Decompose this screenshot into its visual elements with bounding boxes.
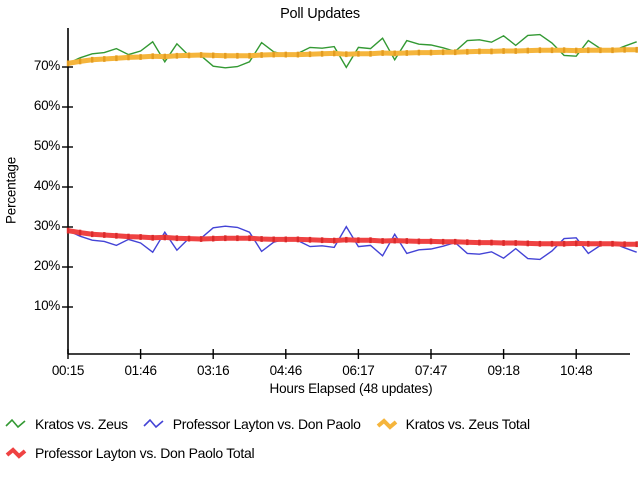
legend-item-kratos-vs-zeus: Kratos vs. Zeus [4,416,128,432]
legend-item-layton-vs-paolo: Professor Layton vs. Don Paolo [142,416,361,432]
ytick-label: 20% [33,258,60,273]
xtick-label: 10:48 [560,363,593,378]
legend-item-kratos-vs-zeus-total: Kratos vs. Zeus Total [375,416,530,432]
legend-item-layton-vs-paolo-total: Professor Layton vs. Don Paolo Total [4,445,255,461]
series-line-icon [376,418,397,430]
series-line-icon [5,418,26,429]
ytick-label: 70% [33,58,60,73]
legend-label: Professor Layton vs. Don Paolo Total [35,445,255,461]
xtick-label: 09:18 [487,363,520,378]
legend-row: Kratos vs. Zeus Professor Layton vs. Don… [4,413,636,435]
chart-legend: Kratos vs. Zeus Professor Layton vs. Don… [4,413,636,471]
xtick-label: 03:16 [197,363,230,378]
ytick-label: 60% [33,98,60,113]
xtick-label: 00:15 [51,363,85,378]
xtick-label: 06:17 [342,363,375,378]
series-line-icon [143,418,164,429]
ytick-label: 10% [33,298,60,313]
ytick-label: 40% [33,178,60,193]
ytick-label: 30% [33,218,60,233]
legend-label: Kratos vs. Zeus [35,416,128,432]
x-axis-label: Hours Elapsed (48 updates) [269,381,433,396]
legend-row: Professor Layton vs. Don Paolo Total [4,442,636,464]
series-line-icon [5,447,27,459]
legend-label: Professor Layton vs. Don Paolo [172,416,361,432]
xtick-label: 01:46 [124,363,157,378]
legend-label: Kratos vs. Zeus Total [405,416,530,432]
ytick-label: 50% [33,138,60,153]
chart-title: Poll Updates [280,6,360,22]
xtick-label: 04:46 [269,363,303,378]
xtick-label: 07:47 [414,363,448,378]
